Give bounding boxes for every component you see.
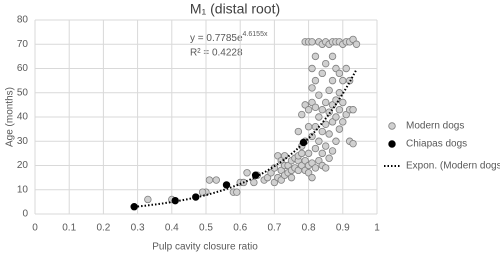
y-tick-label: 60 <box>17 63 29 74</box>
point <box>233 188 241 196</box>
point <box>322 98 330 107</box>
point <box>198 188 207 196</box>
point <box>298 110 306 119</box>
point <box>322 164 330 172</box>
x-tick-label: 0.1 <box>62 223 76 234</box>
point <box>332 137 340 145</box>
point <box>130 203 138 211</box>
point <box>339 118 347 126</box>
point <box>342 64 350 73</box>
point <box>352 40 361 48</box>
point <box>325 86 333 95</box>
point <box>304 122 313 131</box>
point <box>328 76 337 85</box>
point <box>325 154 333 162</box>
y-tick-label: 0 <box>22 209 28 220</box>
point <box>332 113 340 121</box>
point <box>308 173 316 182</box>
point <box>322 142 330 150</box>
point <box>311 103 320 111</box>
point <box>318 149 326 158</box>
point <box>243 169 251 177</box>
legend-marker <box>388 140 396 148</box>
point <box>335 106 344 114</box>
x-tick-label: 0.5 <box>199 223 213 234</box>
point <box>205 176 214 184</box>
point <box>315 113 323 121</box>
x-tick-label: 0.3 <box>131 223 145 234</box>
x-tick-label: 0.6 <box>233 223 247 234</box>
y-tick-label: 80 <box>17 15 29 26</box>
point <box>322 120 330 128</box>
y-tick-label: 50 <box>17 87 29 98</box>
point <box>304 149 313 158</box>
point <box>287 173 296 182</box>
x-tick-label: 0.8 <box>302 223 316 234</box>
r-squared: R² = 0.4228 <box>190 48 243 59</box>
point <box>328 52 337 61</box>
point <box>212 176 220 184</box>
point <box>222 181 231 189</box>
x-axis-title: Pulp cavity closure ratio <box>152 242 258 253</box>
y-tick-label: 20 <box>17 160 29 171</box>
y-tick-label: 70 <box>17 39 29 50</box>
point <box>335 125 344 133</box>
point <box>315 137 323 145</box>
trendline <box>137 68 358 208</box>
legend-marker <box>388 122 396 130</box>
equation-base: y = 0.7785e <box>190 33 243 44</box>
point <box>311 164 320 172</box>
x-tick-label: 0.7 <box>267 223 281 234</box>
x-tick-label: 0.2 <box>96 223 110 234</box>
point <box>299 138 308 147</box>
x-tick-label: 0.4 <box>165 223 179 234</box>
y-axis-title: Age (months) <box>5 87 16 147</box>
point <box>349 139 357 148</box>
point <box>322 59 330 68</box>
point <box>304 106 313 114</box>
point <box>308 84 316 92</box>
point <box>311 76 320 85</box>
point <box>311 122 320 131</box>
point <box>325 130 333 138</box>
trend-equation: y = 0.7785e4.6155x <box>190 31 268 44</box>
point <box>325 108 333 116</box>
point <box>311 144 320 153</box>
x-tick-label: 0 <box>32 223 38 234</box>
point <box>308 64 316 73</box>
point <box>298 149 306 158</box>
point <box>144 195 152 204</box>
x-tick-label: 1 <box>374 223 380 234</box>
point <box>308 132 316 141</box>
point <box>311 52 320 61</box>
point <box>250 178 258 187</box>
y-tick-label: 40 <box>17 112 29 123</box>
point <box>339 76 347 85</box>
y-tick-label: 30 <box>17 136 29 147</box>
legend-label: Expon. (Modern dogs) <box>406 161 500 172</box>
point <box>308 38 316 46</box>
point <box>349 106 357 114</box>
point <box>171 196 179 205</box>
point <box>318 69 326 78</box>
point <box>318 127 326 136</box>
point <box>339 98 347 107</box>
point <box>315 91 323 99</box>
legend-label: Modern dogs <box>406 121 464 132</box>
point <box>335 69 344 78</box>
y-tick-label: 10 <box>17 184 29 195</box>
point <box>318 106 326 114</box>
chart-title: M₁ (distal root) <box>190 1 280 17</box>
x-tick-label: 0.9 <box>336 223 350 234</box>
point <box>294 127 303 136</box>
legend-label: Chiapas dogs <box>406 139 467 150</box>
equation-exponent: 4.6155x <box>243 31 268 38</box>
point <box>328 147 337 155</box>
